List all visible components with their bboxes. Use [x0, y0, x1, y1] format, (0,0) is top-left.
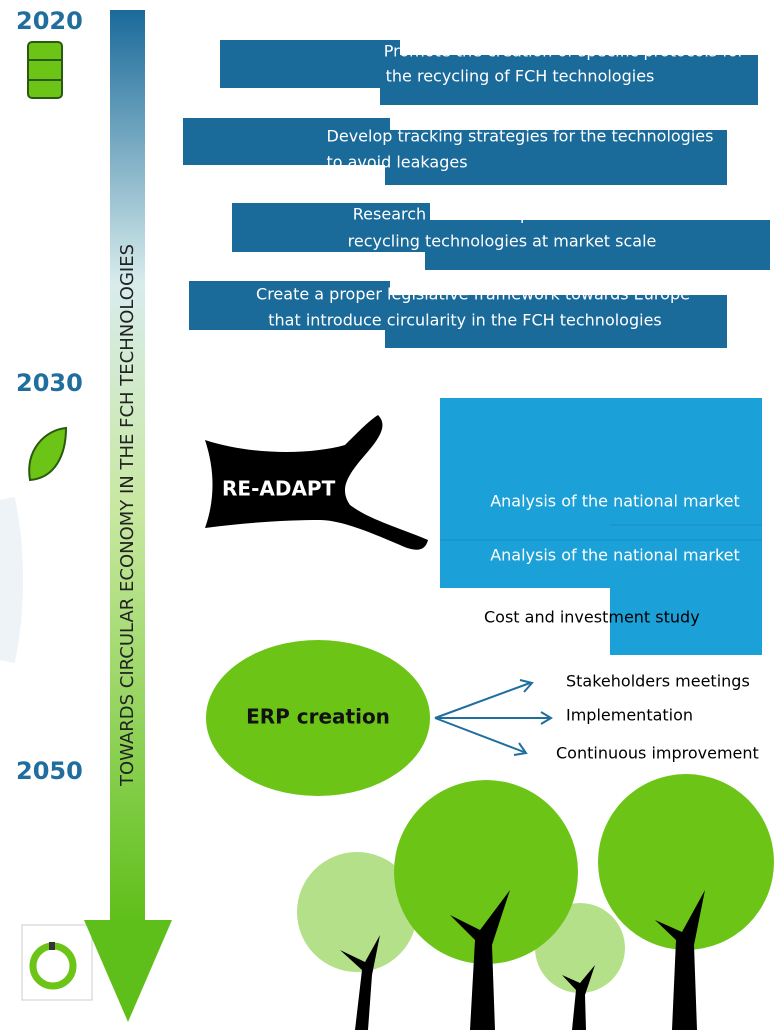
erp-item: Implementation	[566, 706, 693, 725]
erp-item: Continuous improvement	[556, 744, 759, 763]
infographic: 2020 2030 2050 TOWARDS CIRCULAR ECONOMY …	[0, 0, 782, 1035]
action-text: recycling technologies at market scale	[348, 232, 657, 251]
action-box: Develop tracking strategies for the tech…	[183, 118, 727, 185]
action-box: Promote the creation of specific protoco…	[220, 40, 758, 105]
year: 2050	[16, 757, 83, 785]
re-adapt-item: Analysis of the national market	[490, 492, 740, 511]
re-adapt-label: RE-ADAPT	[222, 477, 336, 501]
action-text: Develop tracking strategies for the tech…	[327, 127, 714, 146]
re-adapt-item: Analysis of the national market	[490, 546, 740, 565]
action-text: the recycling of FCH technologies	[386, 67, 655, 86]
action-box: Create a proper legislative framework to…	[189, 281, 727, 348]
erp-item: Stakeholders meetings	[566, 672, 750, 691]
erp-label: ERP creation	[246, 705, 390, 729]
erp-arrows	[435, 680, 551, 755]
action-text: Create a proper legislative framework to…	[256, 285, 690, 304]
action-text: Research and development for the novel	[353, 205, 679, 224]
action-text: Promote the creation of specific protoco…	[384, 42, 745, 61]
re-adapt-item: Cost and investment study	[484, 608, 700, 627]
arrow-head	[84, 920, 172, 1022]
cycle-icon	[22, 925, 92, 1000]
year: 2020	[16, 7, 83, 35]
action-text: to avoid leakages	[326, 153, 467, 172]
background-arc	[0, 500, 8, 660]
leaf-icon	[29, 428, 66, 480]
action-box: Research and development for the novel r…	[232, 203, 770, 270]
barrel-icon	[28, 42, 62, 98]
action-text: that introduce circularity in the FCH te…	[268, 311, 662, 330]
year: 2030	[16, 369, 83, 397]
trees	[297, 774, 774, 1030]
arrow-label: TOWARDS CIRCULAR ECONOMY IN THE FCH TECH…	[117, 244, 138, 787]
